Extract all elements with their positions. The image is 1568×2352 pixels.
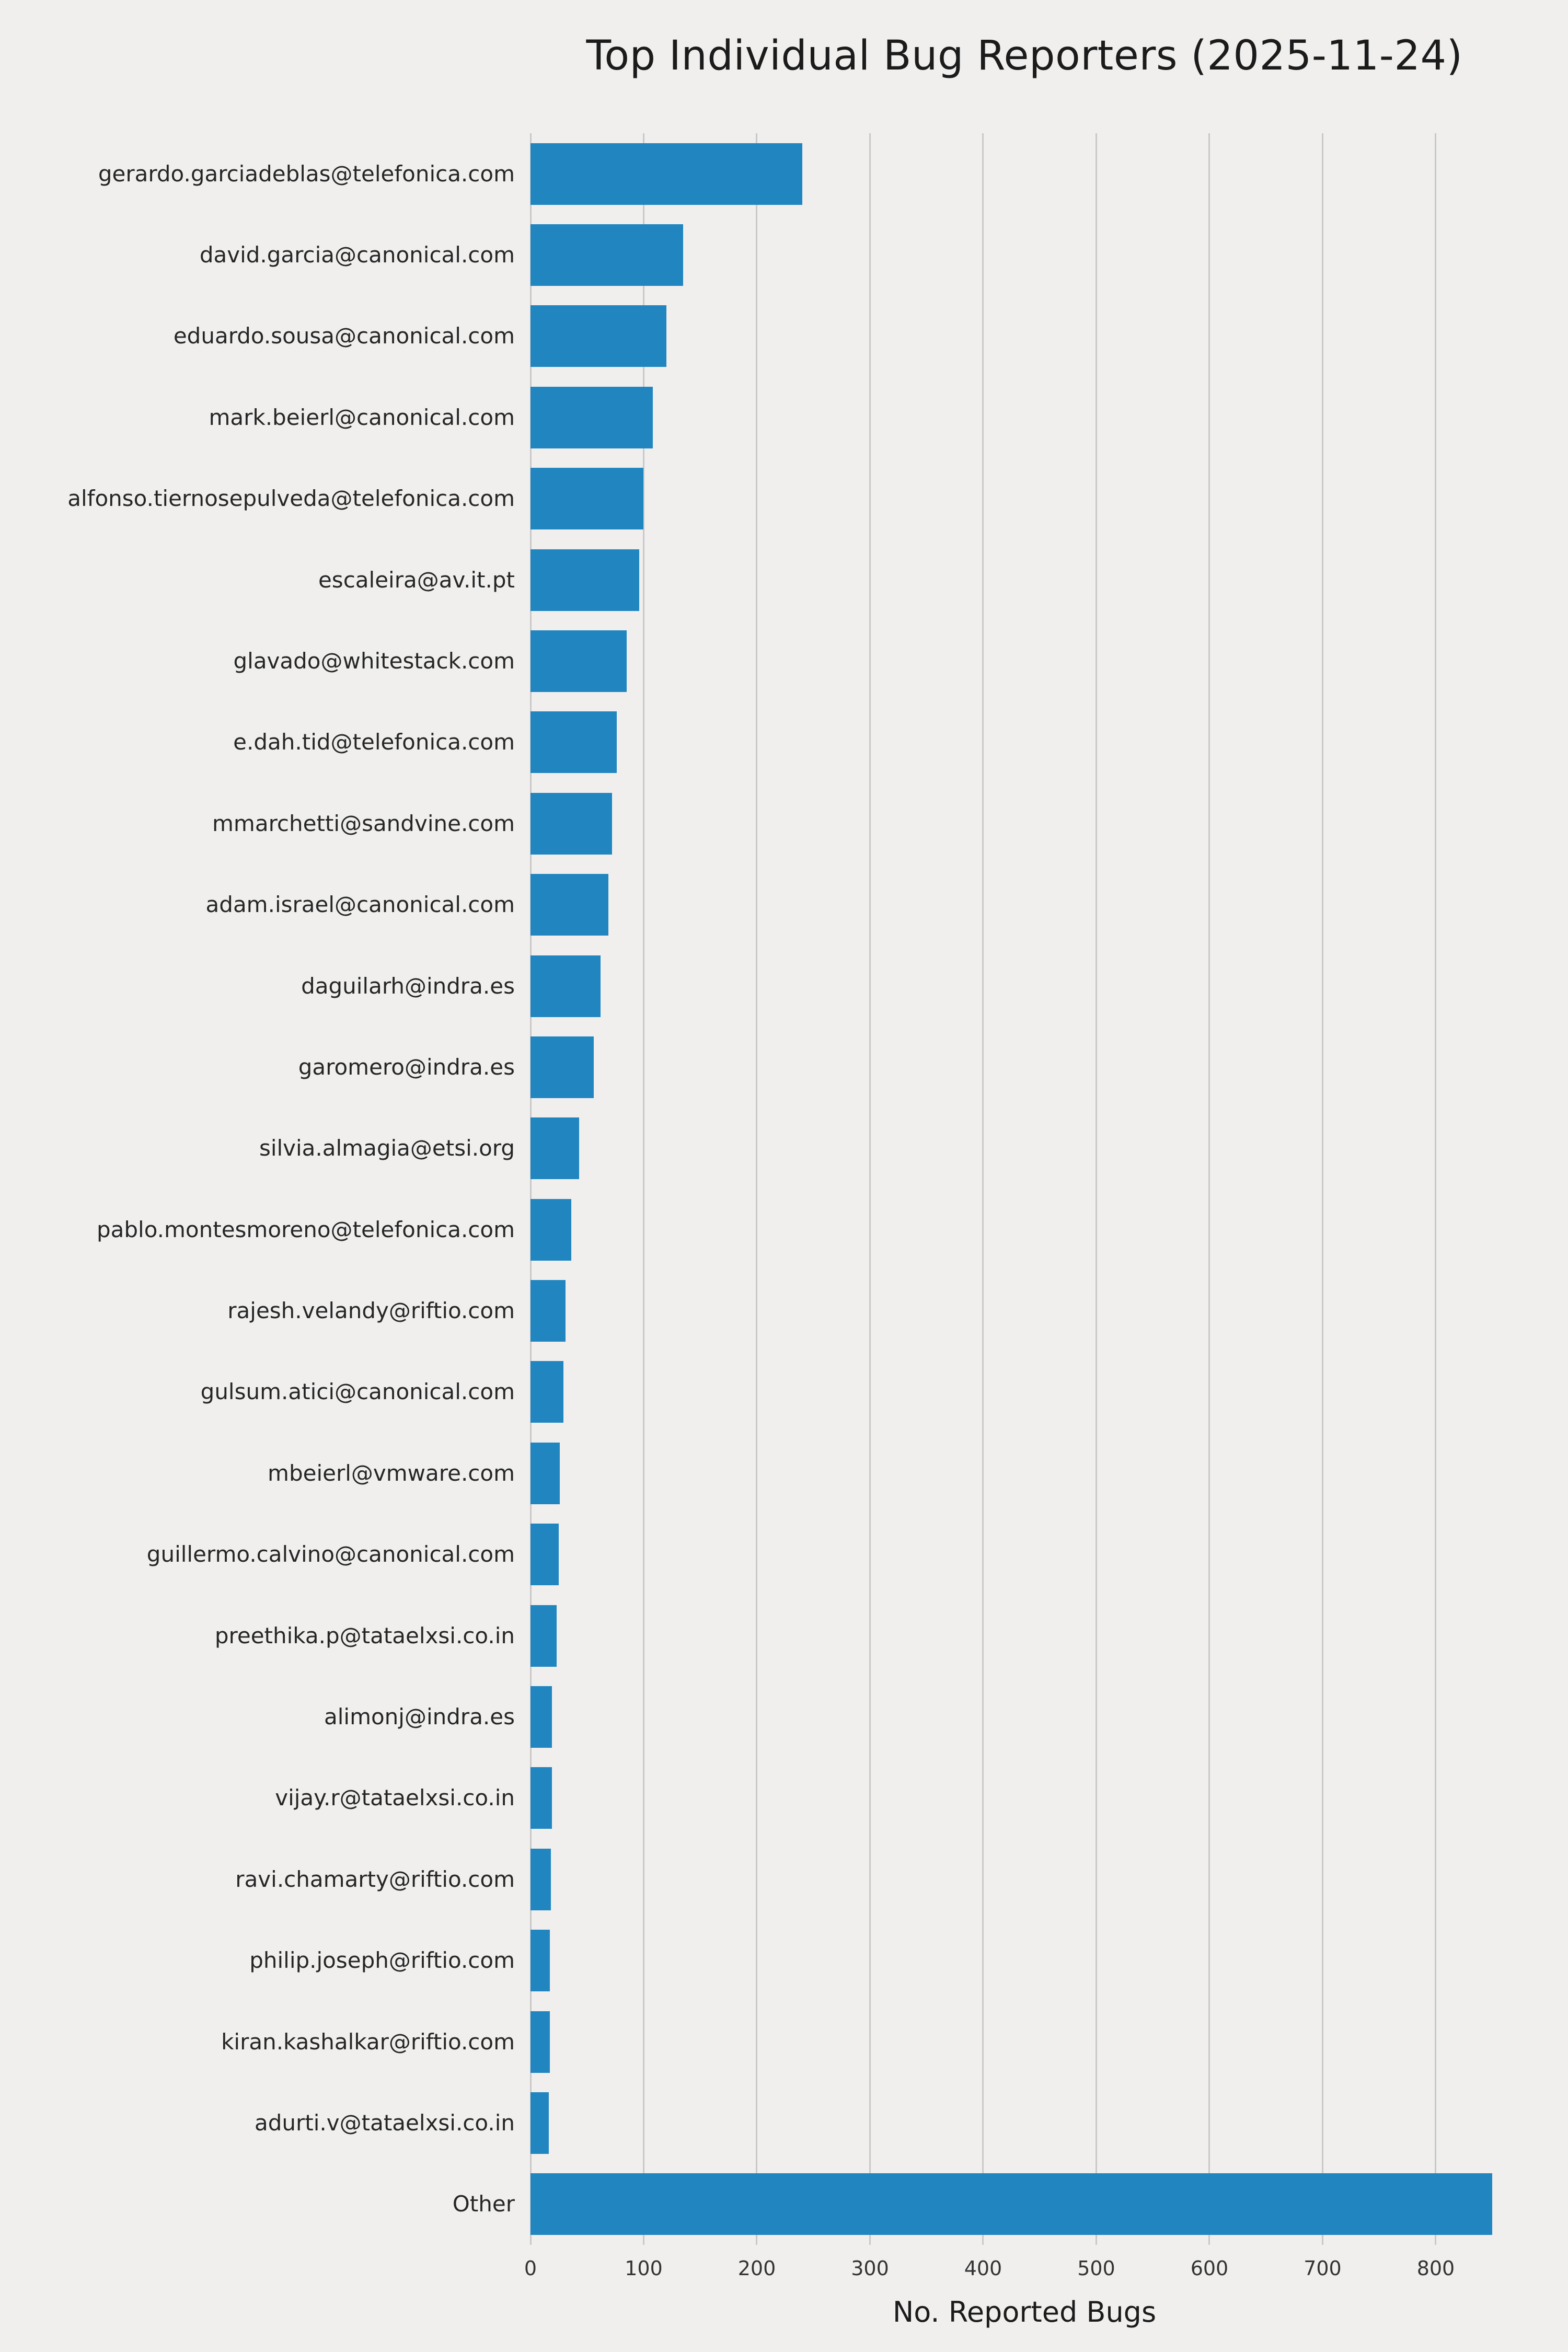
- plot-area: [529, 133, 1518, 2245]
- y-tick-label: ravi.chamarty@riftio.com: [235, 1866, 515, 1892]
- chart-bar: [531, 1848, 551, 1910]
- y-tick-label: mbeierl@vmware.com: [268, 1460, 515, 1486]
- y-tick-label: gerardo.garciadeblas@telefonica.com: [98, 160, 515, 187]
- chart-bar: [531, 305, 666, 367]
- y-tick-label: garomero@indra.es: [298, 1054, 515, 1080]
- chart-bar: [531, 224, 684, 286]
- y-tick-label: pablo.montesmoreno@telefonica.com: [96, 1216, 515, 1242]
- y-tick-label: gulsum.atici@canonical.com: [200, 1379, 515, 1405]
- y-tick-label: escaleira@av.it.pt: [318, 567, 515, 593]
- y-tick-label: mark.beierl@canonical.com: [209, 404, 515, 430]
- x-tick-label: 300: [851, 2257, 889, 2280]
- chart-bar: [531, 1767, 552, 1829]
- chart-bar: [531, 1524, 559, 1586]
- chart-bar: [531, 874, 609, 936]
- x-axis-title: No. Reported Bugs: [892, 2296, 1157, 2328]
- chart-title: Top Individual Bug Reporters (2025-11-24…: [586, 32, 1463, 79]
- gridline: [756, 133, 758, 2245]
- chart-bar: [531, 143, 802, 205]
- chart-bar: [531, 1361, 563, 1423]
- y-tick-label: guillermo.calvino@canonical.com: [146, 1541, 515, 1567]
- y-tick-label: eduardo.sousa@canonical.com: [173, 323, 515, 349]
- chart-bar: [531, 1930, 550, 1992]
- gridline: [1321, 133, 1323, 2245]
- chart-bar: [531, 1280, 566, 1342]
- y-tick-label: daguilarh@indra.es: [301, 973, 515, 999]
- chart-bar: [531, 549, 639, 611]
- y-tick-label: mmarchetti@sandvine.com: [212, 810, 515, 836]
- chart-bar: [531, 2173, 1493, 2235]
- gridline: [982, 133, 984, 2245]
- chart-bar: [531, 1117, 580, 1180]
- y-tick-label: alfonso.tiernosepulveda@telefonica.com: [67, 486, 515, 512]
- y-tick-label: alimonj@indra.es: [324, 1704, 515, 1730]
- y-tick-label: preethika.p@tataelxsi.co.in: [214, 1622, 515, 1648]
- chart-bar: [531, 1686, 552, 1748]
- gridline: [869, 133, 871, 2245]
- y-tick-label: david.garcia@canonical.com: [199, 242, 515, 268]
- chart-bar: [531, 792, 612, 855]
- chart-bar: [531, 1036, 594, 1098]
- chart-bar: [531, 1198, 571, 1261]
- x-tick-label: 800: [1416, 2257, 1455, 2280]
- x-tick-label: 500: [1077, 2257, 1115, 2280]
- chart-bar: [531, 468, 644, 530]
- gridline: [1095, 133, 1097, 2245]
- x-tick-label: 200: [737, 2257, 776, 2280]
- y-tick-label: adam.israel@canonical.com: [205, 892, 515, 918]
- y-tick-label: Other: [452, 2191, 515, 2217]
- chart-bar: [531, 2092, 549, 2154]
- chart-bar: [531, 386, 653, 448]
- chart-bar: [531, 1442, 560, 1504]
- chart-bar: [531, 630, 627, 692]
- y-tick-label: kiran.kashalkar@riftio.com: [221, 2028, 515, 2055]
- x-tick-label: 0: [524, 2257, 537, 2280]
- gridline: [642, 133, 644, 2245]
- x-tick-label: 600: [1190, 2257, 1229, 2280]
- chart-bar: [531, 1605, 557, 1667]
- y-tick-label: adurti.v@tataelxsi.co.in: [255, 2109, 515, 2136]
- chart-bar: [531, 955, 601, 1017]
- chart-bar: [531, 2011, 550, 2073]
- y-tick-label: glavado@whitestack.com: [233, 648, 515, 674]
- y-tick-label: e.dah.tid@telefonica.com: [233, 729, 515, 755]
- chart-bar: [531, 711, 617, 774]
- x-tick-label: 700: [1304, 2257, 1342, 2280]
- x-tick-label: 100: [625, 2257, 663, 2280]
- x-tick-label: 400: [964, 2257, 1002, 2280]
- y-tick-label: silvia.almagia@etsi.org: [259, 1135, 515, 1161]
- gridline: [529, 133, 532, 2245]
- y-tick-label: rajesh.velandy@riftio.com: [227, 1298, 515, 1324]
- gridline: [1435, 133, 1437, 2245]
- y-tick-label: philip.joseph@riftio.com: [249, 1947, 515, 1974]
- y-tick-label: vijay.r@tataelxsi.co.in: [275, 1785, 515, 1811]
- gridline: [1208, 133, 1210, 2245]
